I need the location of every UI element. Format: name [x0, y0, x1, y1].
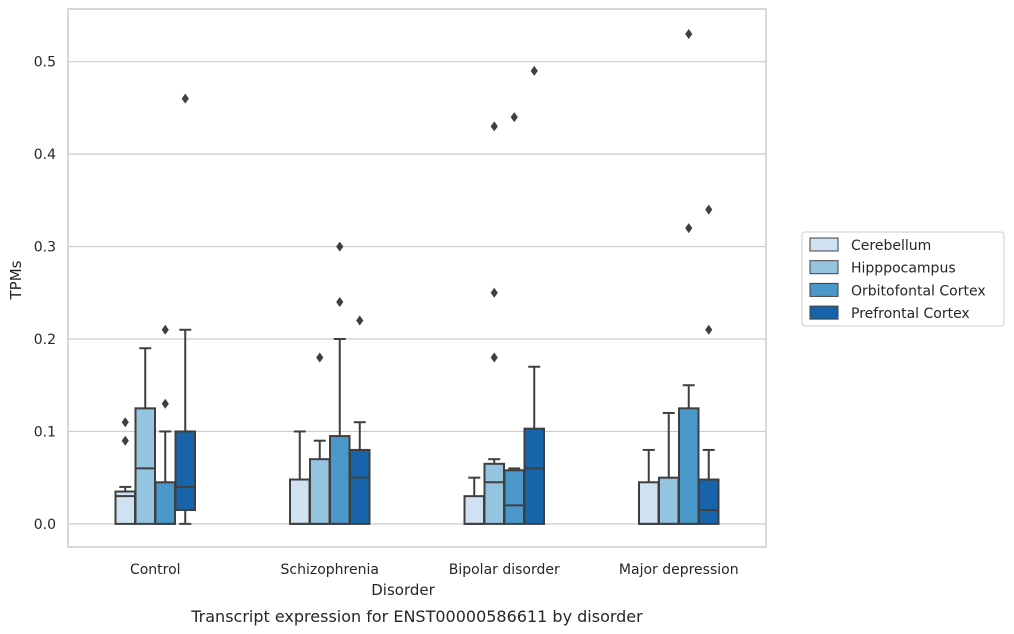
box-hipppocampus [309, 439, 331, 525]
box-iqr [349, 448, 371, 525]
outlier-point [490, 287, 498, 298]
grid-lines [68, 61, 766, 525]
outlier-point [161, 324, 169, 335]
boxes [114, 328, 720, 525]
x-tick-label: Major depression [619, 562, 739, 578]
y-tick-label: 0.3 [34, 240, 56, 256]
box-cerebellum [638, 448, 660, 525]
y-tick-label: 0.4 [34, 147, 56, 163]
outlier-point [121, 435, 129, 446]
legend-swatch-cerebellum [809, 237, 839, 252]
x-tick-label: Bipolar disorder [449, 562, 560, 578]
box-iqr [523, 427, 545, 525]
box-iqr [658, 476, 680, 525]
outlier-point [510, 112, 518, 123]
box-prefrontal-cortex [523, 365, 545, 525]
box-hipppocampus [658, 411, 680, 525]
outlier-point [316, 352, 324, 363]
outlier-point [181, 93, 189, 104]
y-tick-label: 0.5 [34, 55, 56, 71]
y-tick-label: 0.0 [34, 517, 56, 533]
box-iqr [309, 458, 331, 525]
box-iqr [289, 478, 311, 525]
outlier-point [336, 297, 344, 308]
chart-caption: Transcript expression for ENST0000058661… [190, 607, 643, 626]
x-axis-label: Disorder [371, 581, 435, 599]
box-iqr [154, 481, 176, 525]
outlier-point [685, 28, 693, 39]
legend-label-cerebellum: Cerebellum [851, 238, 931, 254]
x-axis-ticks: Control Schizophrenia Bipolar disorder Majo… [130, 562, 739, 578]
outlier-point [705, 204, 713, 215]
outliers [121, 28, 713, 446]
legend-frame [801, 231, 1005, 327]
box-iqr [503, 469, 525, 525]
box-iqr [483, 462, 505, 525]
plot-frame [67, 8, 767, 548]
outlier-point [161, 398, 169, 409]
legend-label-hipppocampus: Hipppocampus [851, 261, 956, 277]
x-tick-label: Control [130, 562, 181, 578]
outlier-point [685, 223, 693, 234]
box-cerebellum [289, 430, 311, 525]
box-orbitofontal-cortex [503, 467, 525, 525]
box-iqr [174, 430, 196, 512]
box-iqr [134, 407, 156, 525]
legend-swatch-hipppocampus [809, 260, 839, 275]
y-axis-ticks: 0.0 0.1 0.2 0.3 0.4 0.5 [34, 55, 56, 533]
box-iqr [463, 495, 485, 525]
y-tick-label: 0.2 [34, 332, 56, 348]
outlier-point [530, 65, 538, 76]
outlier-point [705, 324, 713, 335]
outlier-point [490, 352, 498, 363]
legend-swatch-orbitofontal-cortex [809, 282, 839, 297]
legend-swatch-prefrontal-cortex [809, 305, 839, 320]
box-iqr [678, 407, 700, 525]
box-hipppocampus [483, 458, 505, 525]
y-axis-label: TPMs [7, 260, 25, 300]
legend-label-prefrontal-cortex: Prefrontal Cortex [851, 306, 970, 322]
outlier-point [490, 121, 498, 132]
box-cerebellum [463, 476, 485, 525]
legend-label-orbitofontal-cortex: Orbitofontal Cortex [851, 283, 986, 299]
box-iqr [329, 435, 351, 525]
y-tick-label: 0.1 [34, 424, 56, 440]
box-cerebellum [114, 485, 136, 525]
legend: Cerebellum Hipppocampus Orbitofontal Corte… [801, 231, 1005, 327]
outlier-point [356, 315, 364, 326]
outlier-point [336, 241, 344, 252]
box-prefrontal-cortex [698, 448, 720, 525]
box-orbitofontal-cortex [154, 430, 176, 525]
x-tick-label: Schizophrenia [281, 562, 379, 578]
outlier-point [121, 417, 129, 428]
box-prefrontal-cortex [349, 421, 371, 525]
box-orbitofontal-cortex [678, 384, 700, 525]
box-hipppocampus [134, 347, 156, 525]
box-prefrontal-cortex [174, 328, 196, 525]
box-iqr [698, 478, 720, 525]
box-iqr [638, 481, 660, 525]
